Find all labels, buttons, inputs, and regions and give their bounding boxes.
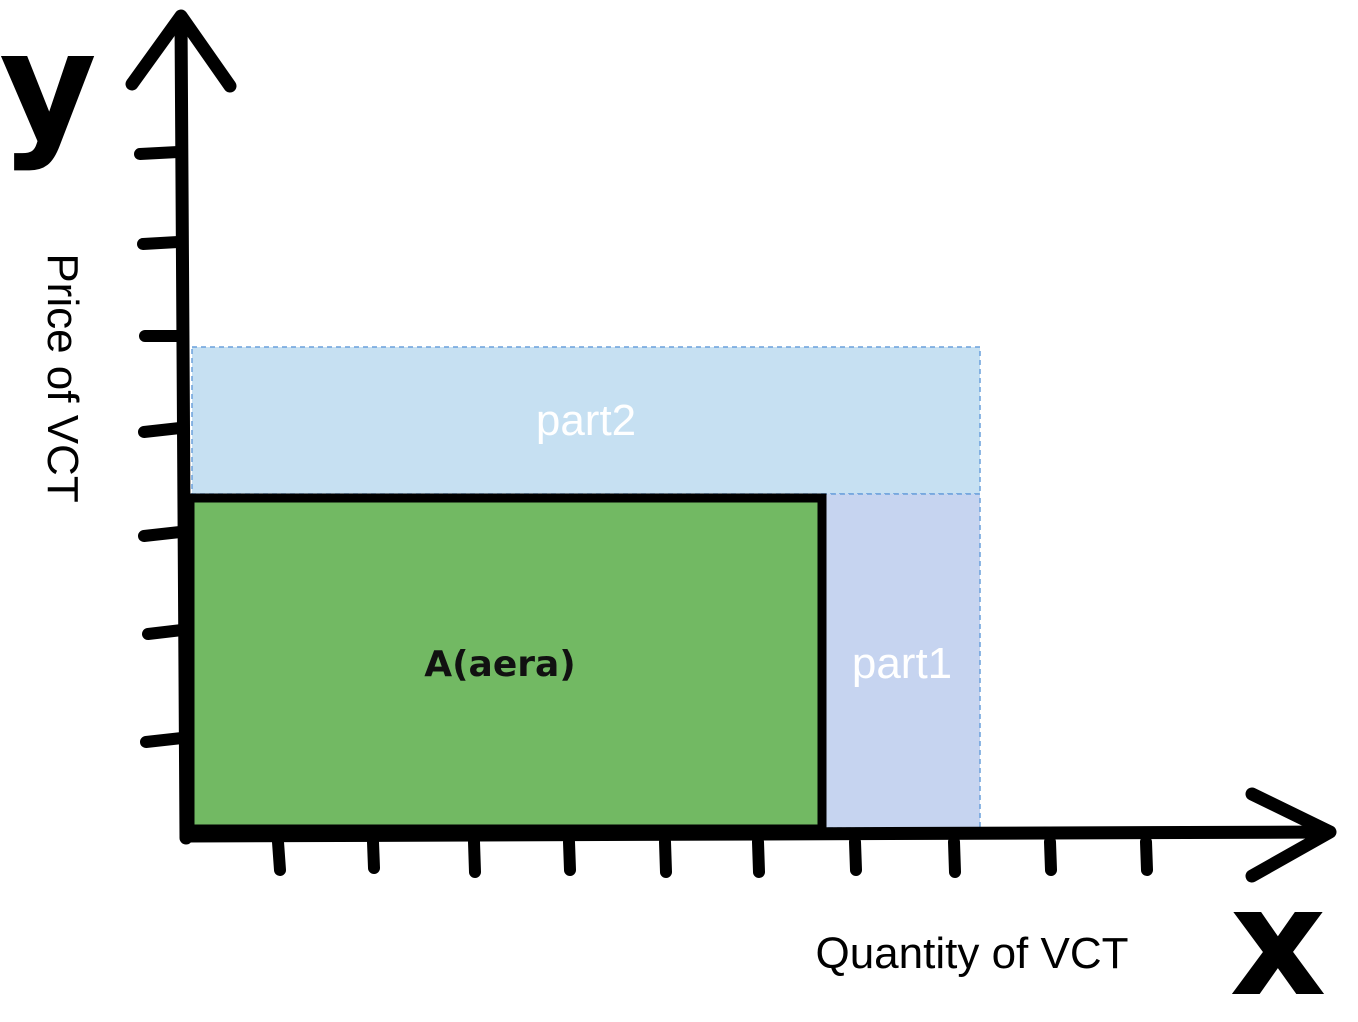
area-label: A(aera) bbox=[424, 644, 576, 685]
x-tick bbox=[367, 836, 380, 874]
area-region bbox=[185, 493, 827, 834]
y-tick bbox=[137, 236, 184, 250]
y-axis-letter: y bbox=[0, 0, 97, 174]
part2-label: part2 bbox=[536, 396, 636, 445]
y-tick bbox=[134, 146, 184, 160]
x-tick bbox=[659, 836, 672, 878]
x-tick bbox=[272, 836, 286, 876]
y-tick bbox=[138, 526, 186, 542]
x-tick bbox=[1140, 836, 1153, 876]
part1-region bbox=[821, 493, 981, 829]
y-axis-title: Price of VCT bbox=[38, 253, 87, 502]
x-tick bbox=[1044, 836, 1057, 876]
y-tick bbox=[140, 732, 188, 748]
y-tick bbox=[142, 624, 188, 640]
x-axis bbox=[179, 787, 1337, 883]
part2-region bbox=[191, 346, 981, 495]
x-axis-letter: x bbox=[1230, 856, 1327, 1022]
part1-label: part1 bbox=[852, 639, 952, 688]
x-tick bbox=[563, 836, 576, 876]
x-axis-title: Quantity of VCT bbox=[815, 929, 1128, 978]
x-axis-ticks bbox=[272, 836, 1153, 878]
y-tick bbox=[138, 422, 186, 438]
x-tick bbox=[948, 836, 961, 878]
y-axis-ticks bbox=[134, 146, 188, 748]
x-tick bbox=[752, 836, 765, 878]
x-tick bbox=[468, 836, 481, 878]
x-tick bbox=[849, 836, 862, 876]
